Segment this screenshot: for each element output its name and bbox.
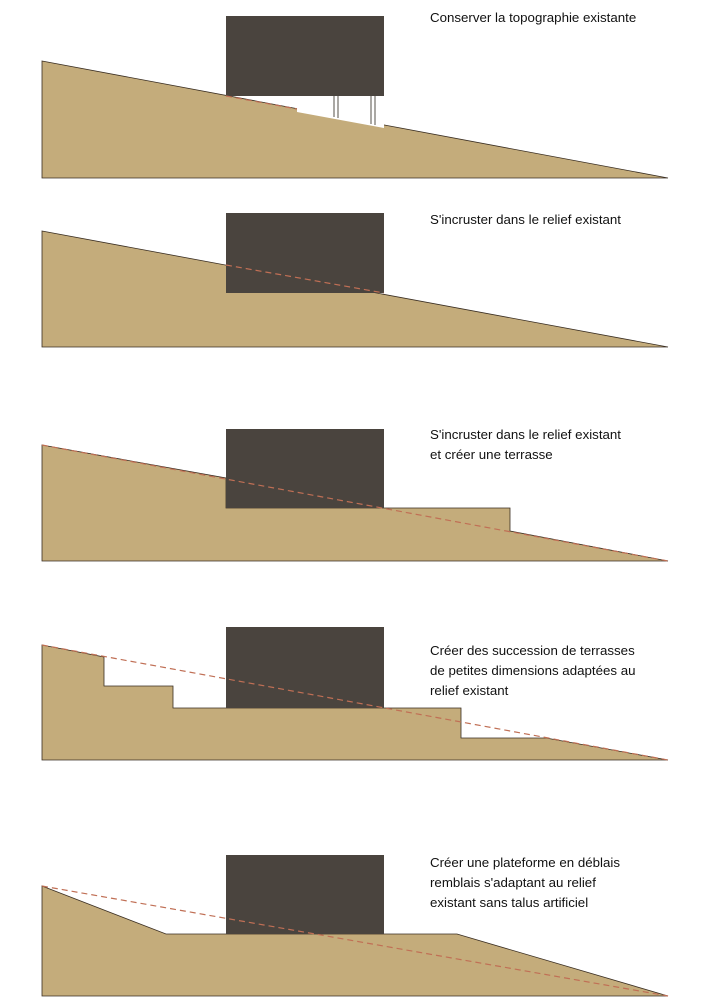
caption-embed: S'incruster dans le relief existant [430, 210, 692, 230]
caption-line: et créer une terrasse [430, 447, 553, 462]
house-block [226, 213, 384, 293]
house-block [226, 855, 384, 934]
caption-line: Conserver la topographie existante [430, 10, 637, 25]
stilts-void [297, 96, 384, 128]
existing-ground-line [225, 264, 385, 294]
house-block [226, 429, 384, 508]
caption-line: de petites dimensions adaptées au [430, 663, 636, 678]
caption-line: S'incruster dans le relief existant [430, 427, 621, 442]
existing-ground-line [41, 885, 669, 997]
caption-line: S'incruster dans le relief existant [430, 212, 621, 227]
section-embed-terrace [41, 429, 669, 562]
existing-ground-line [41, 644, 669, 761]
caption-line: relief existant [430, 683, 509, 698]
existing-ground-line [41, 444, 669, 562]
caption-platform: Créer une plateforme en déblais remblais… [430, 853, 692, 913]
caption-line: Créer des succession de terrasses [430, 643, 635, 658]
section-topography [41, 16, 669, 179]
section-terraces [41, 627, 669, 761]
existing-ground-line [225, 95, 298, 110]
caption-topography: Conserver la topographie existante [430, 8, 692, 28]
caption-terraces: Créer des succession de terrasses de pet… [430, 641, 692, 701]
caption-line: Créer une plateforme en déblais [430, 855, 620, 870]
house-block [226, 16, 384, 96]
section-embed [41, 213, 669, 348]
caption-line: existant sans talus artificiel [430, 895, 589, 910]
terrain-platform [41, 885, 669, 997]
house-block [226, 627, 384, 708]
caption-line: remblais s'adaptant au relief [430, 875, 596, 890]
section-platform [41, 855, 669, 997]
terrain-stepped [41, 644, 669, 761]
caption-embed-terrace: S'incruster dans le relief existant et c… [430, 425, 692, 465]
